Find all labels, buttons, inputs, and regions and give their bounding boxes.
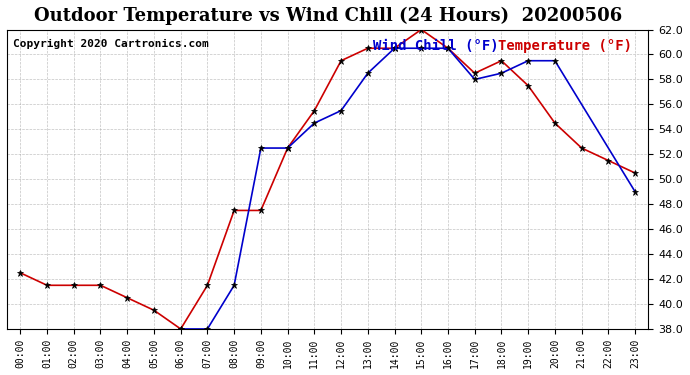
Text: Copyright 2020 Cartronics.com: Copyright 2020 Cartronics.com	[13, 39, 209, 48]
Title: Outdoor Temperature vs Wind Chill (24 Hours)  20200506: Outdoor Temperature vs Wind Chill (24 Ho…	[34, 7, 622, 25]
Text: Wind Chill (°F): Wind Chill (°F)	[373, 39, 506, 53]
Text: Temperature (°F): Temperature (°F)	[497, 39, 632, 53]
